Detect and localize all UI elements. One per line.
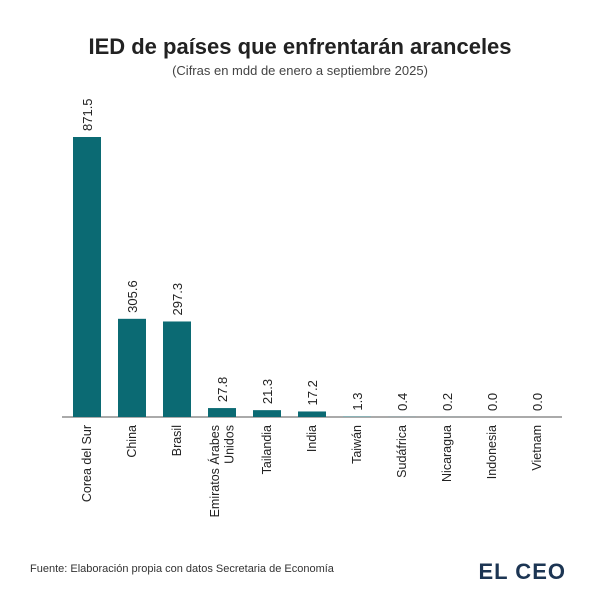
value-label: 305.6 [125, 280, 140, 313]
value-label: 27.8 [215, 377, 230, 402]
bar [298, 411, 326, 417]
chart-subtitle: (Cifras en mdd de enero a septiembre 202… [172, 63, 428, 78]
source-note: Fuente: Elaboración propia con datos Sec… [30, 563, 335, 575]
bar [208, 408, 236, 417]
value-label: 0.0 [485, 393, 500, 411]
value-label: 871.5 [80, 98, 95, 131]
x-tick-label: Taiwán [350, 425, 364, 464]
value-label: 297.3 [170, 283, 185, 316]
x-tick-label: Tailandia [260, 425, 274, 474]
bar [163, 321, 191, 417]
logo: EL CEO [478, 559, 566, 584]
x-tick-label: Brasil [170, 425, 184, 456]
x-tick-label: India [305, 425, 319, 452]
x-tick-label: Emiratos ÁrabesUnidos [207, 425, 236, 517]
value-label: 0.2 [440, 393, 455, 411]
x-tick-label: Nicaragua [440, 425, 454, 482]
x-tick-label-line: Unidos [223, 425, 237, 464]
bar [253, 410, 281, 417]
x-tick-label: Vietnam [530, 425, 544, 471]
chart-title: IED de países que enfrentarán aranceles [88, 34, 511, 59]
x-tick-label: Indonesia [485, 425, 499, 479]
x-tick-label: Corea del Sur [80, 425, 94, 502]
value-label: 0.4 [395, 393, 410, 411]
bar [73, 137, 101, 417]
value-label: 21.3 [260, 379, 275, 404]
value-label: 17.2 [305, 380, 320, 405]
x-tick-label-line: Emiratos Árabes [207, 425, 222, 517]
bar [118, 318, 146, 417]
x-tick-label: Sudáfrica [395, 425, 409, 478]
x-tick-label: China [125, 425, 139, 458]
value-label: 0.0 [530, 393, 545, 411]
value-label: 1.3 [350, 393, 365, 411]
